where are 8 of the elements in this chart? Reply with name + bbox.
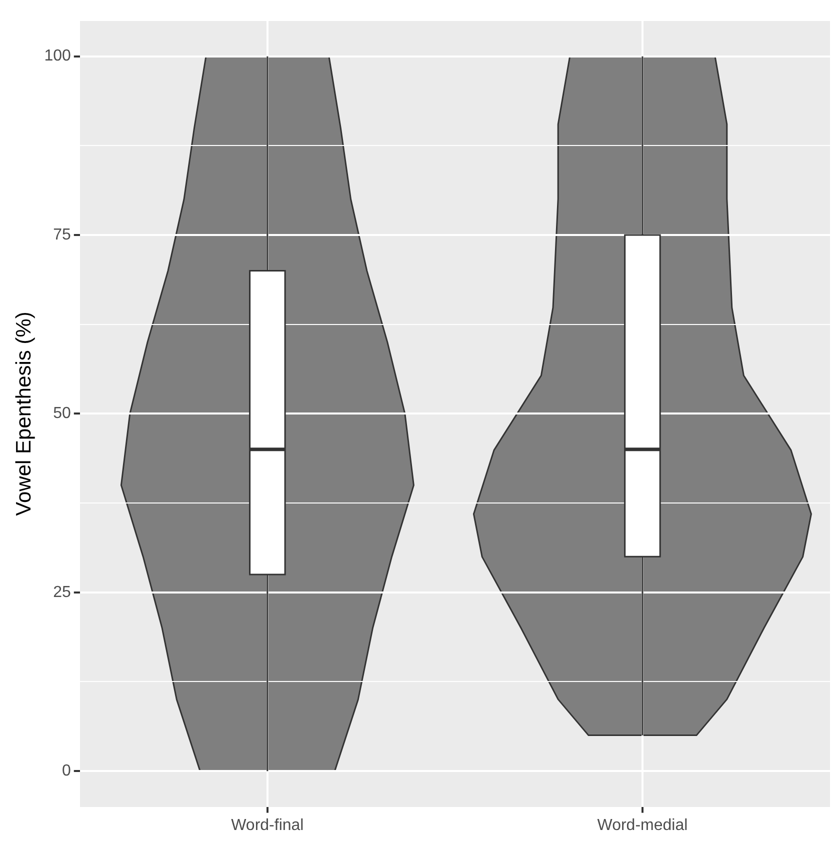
y-axis-title: Vowel Epenthesis (%) [12, 312, 36, 516]
x-tick-label: Word-final [231, 816, 304, 834]
y-tick-label: 25 [53, 584, 71, 601]
y-tick-label: 75 [53, 226, 71, 244]
x-tick-label: Word-medial [597, 816, 688, 834]
y-tick-label: 0 [62, 762, 71, 780]
y-tick-label: 100 [44, 48, 71, 65]
y-tick-label: 50 [53, 405, 71, 422]
